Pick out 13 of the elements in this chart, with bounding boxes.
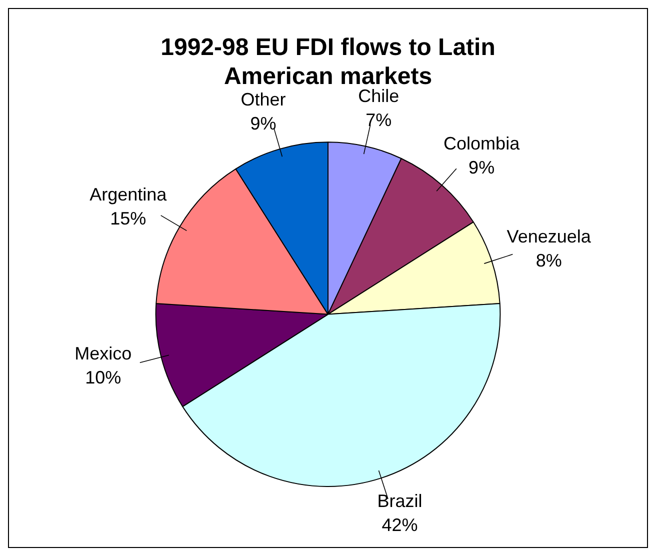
slice-label: Venezuela [506, 226, 592, 246]
data-label: 9% [250, 113, 276, 134]
data-label: 10% [85, 368, 122, 388]
slice-label: Argentina [90, 184, 168, 204]
data-label: 7% [366, 110, 392, 130]
slice-label: Colombia [444, 134, 521, 154]
data-label: 15% [110, 208, 146, 228]
data-label: 42% [382, 515, 418, 536]
slice-label: Brazil [377, 491, 422, 512]
data-label: 8% [536, 250, 562, 270]
slice-label: Other [240, 89, 286, 110]
data-label: 9% [468, 158, 495, 178]
slice-label: Mexico [74, 344, 132, 364]
